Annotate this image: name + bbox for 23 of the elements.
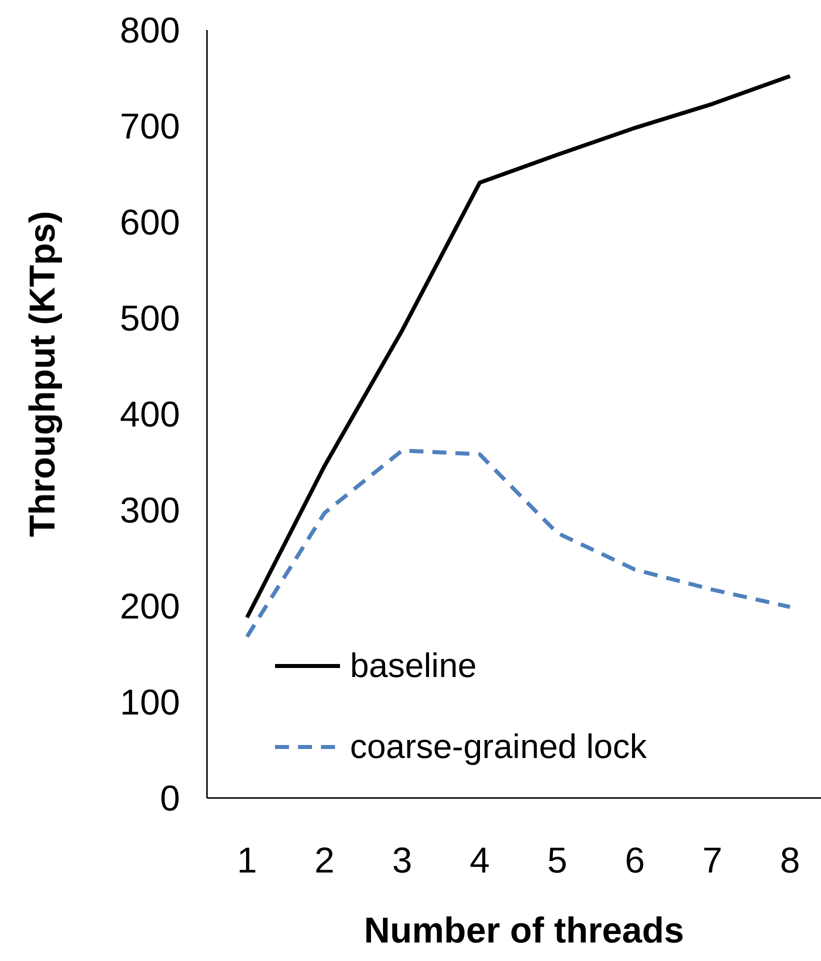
x-tick-label: 1 <box>236 840 258 880</box>
line-series <box>245 74 792 620</box>
y-tick-label: 600 <box>120 202 180 242</box>
y-tick-label: 400 <box>120 394 180 434</box>
legend-label: coarse-grained lock <box>350 728 648 766</box>
y-tick-label: 200 <box>120 586 180 626</box>
x-tick-label: 8 <box>780 840 800 880</box>
y-tick-label: 500 <box>120 298 180 338</box>
x-tick-label: 2 <box>314 840 335 880</box>
x-tick-label: 4 <box>470 840 490 880</box>
x-tick-label: 7 <box>702 840 722 880</box>
y-tick-label: 800 <box>120 10 180 50</box>
y-tick-label: 300 <box>120 490 180 530</box>
x-axis-title: Number of threads <box>364 910 684 950</box>
y-tick-label: 100 <box>120 682 180 722</box>
x-tick-label: 3 <box>392 840 412 880</box>
x-tick-label: 6 <box>624 840 645 880</box>
y-tick-label: 700 <box>120 106 180 146</box>
line-series <box>245 448 792 639</box>
y-tick-label: 0 <box>160 778 180 818</box>
y-axis-title: Throughput (KTps) <box>22 211 62 537</box>
legend-label: baseline <box>350 647 477 685</box>
x-tick-label: 5 <box>547 840 568 880</box>
